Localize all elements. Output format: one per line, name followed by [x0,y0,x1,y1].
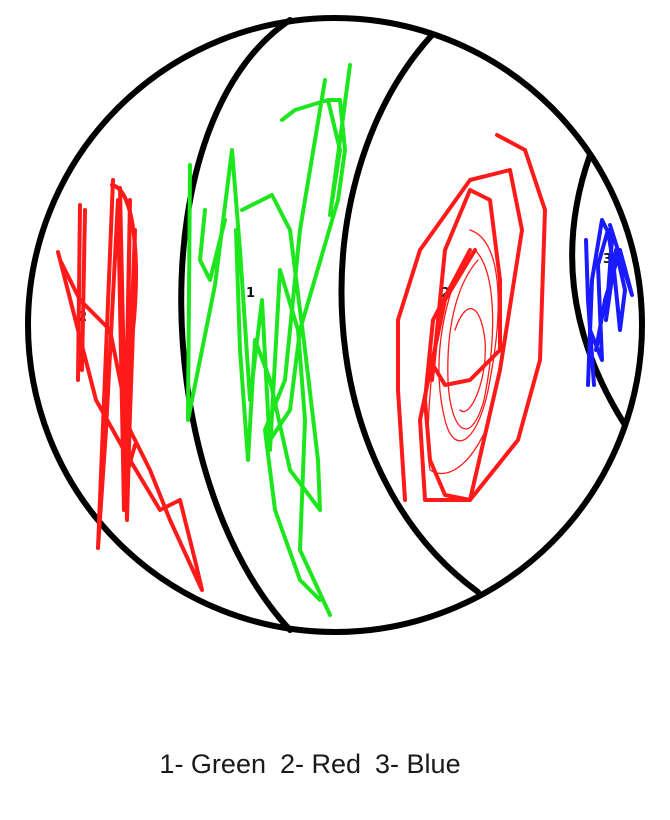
divider-line-2 [338,32,481,595]
red-scribble-left [56,178,204,592]
legend-item-red: 2- Red [279,749,362,779]
ball-outline [25,15,645,635]
blue-scribble-far-right [584,218,634,387]
coloring-drawing: 2 1 2 3 [25,15,645,635]
legend-item-blue: 3- Blue [375,749,461,779]
divider-line-3 [569,152,628,428]
green-scribble-middle [186,63,352,617]
red-scribble-right [396,133,547,502]
legend-item-green: 1- Green [159,749,266,779]
region-number-far-right: 3 [603,252,612,267]
color-legend: 1- Green 2- Red 3- Blue [0,718,590,811]
region-number-middle: 1 [246,286,255,301]
ball-circle [25,15,645,635]
divider-line-1 [178,17,293,633]
